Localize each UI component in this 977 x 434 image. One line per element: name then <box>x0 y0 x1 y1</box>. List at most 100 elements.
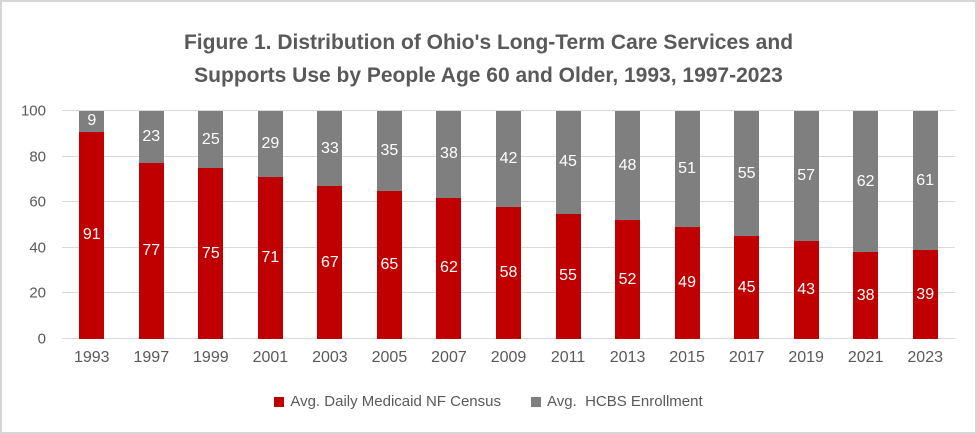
segment-avg-hcbs-enrollment-2005: 35 <box>376 111 402 191</box>
x-tick-label-2021: 2021 <box>847 349 884 366</box>
segment-avg-daily-medicaid-nf-census-2015: 49 <box>674 227 700 339</box>
data-label-avg-daily-medicaid-nf-census-2003: 67 <box>320 253 339 271</box>
y-tick-label-60: 60 <box>29 193 46 211</box>
x-axis: 1993 1997 1999 2001 2003 2005 2007 2009 2011 2013… <box>62 349 955 367</box>
data-label-avg-hcbs-enrollment-2015: 51 <box>678 160 696 178</box>
segment-avg-daily-medicaid-nf-census-2013: 52 <box>615 220 641 339</box>
segment-avg-daily-medicaid-nf-census-1997: 77 <box>138 163 164 339</box>
segment-avg-hcbs-enrollment-2015: 51 <box>674 111 700 228</box>
x-tick-label-1999: 1999 <box>193 349 229 366</box>
x-tick-label-2011: 2011 <box>550 349 586 366</box>
legend: Avg. Daily Medicaid NF Census Avg. HCBS E… <box>2 393 975 410</box>
gridline-100 <box>62 110 955 111</box>
stacked-bar-2023: 61 39 <box>912 111 938 339</box>
segment-avg-hcbs-enrollment-2007: 38 <box>436 111 462 198</box>
legend-item-avg-hcbs-enrollment: Avg. HCBS Enrollment <box>531 393 703 410</box>
bar-slot-2001: 29 71 <box>241 111 301 339</box>
bar-slot-2005: 35 65 <box>360 111 420 339</box>
data-label-avg-daily-medicaid-nf-census-2009: 58 <box>499 263 518 281</box>
chart-title-line1: Figure 1. Distribution of Ohio's Long-Te… <box>183 31 794 54</box>
data-label-avg-daily-medicaid-nf-census-2013: 52 <box>618 270 637 288</box>
data-label-avg-hcbs-enrollment-2023: 61 <box>916 171 935 189</box>
bar-slot-2009: 42 58 <box>479 111 539 339</box>
bar-slot-2019: 57 43 <box>776 111 836 339</box>
data-label-avg-daily-medicaid-nf-census-2015: 49 <box>678 274 696 292</box>
x-tick-label-1993: 1993 <box>73 349 110 366</box>
data-label-avg-daily-medicaid-nf-census-2023: 39 <box>916 285 935 303</box>
x-tick-label-1997: 1997 <box>133 349 170 366</box>
stacked-bar-2017: 55 45 <box>734 111 760 339</box>
data-label-avg-hcbs-enrollment-2013: 48 <box>618 156 637 174</box>
segment-avg-hcbs-enrollment-1993: 9 <box>79 111 105 132</box>
legend-item-avg-daily-medicaid-nf-census: Avg. Daily Medicaid NF Census <box>274 393 501 410</box>
data-label-avg-hcbs-enrollment-2017: 55 <box>737 164 756 182</box>
data-label-avg-daily-medicaid-nf-census-2017: 45 <box>737 278 756 296</box>
x-tick-label-2013: 2013 <box>609 349 646 366</box>
segment-avg-daily-medicaid-nf-census-2001: 71 <box>257 177 283 339</box>
data-label-avg-hcbs-enrollment-2009: 42 <box>499 149 518 167</box>
data-label-avg-hcbs-enrollment-2001: 29 <box>261 135 280 153</box>
data-label-avg-daily-medicaid-nf-census-2019: 43 <box>797 280 816 298</box>
segment-avg-hcbs-enrollment-2017: 55 <box>734 111 760 237</box>
data-label-avg-hcbs-enrollment-1997: 23 <box>142 128 161 146</box>
segment-avg-hcbs-enrollment-2009: 42 <box>495 111 521 207</box>
segment-avg-daily-medicaid-nf-census-2005: 65 <box>376 190 402 339</box>
segment-avg-hcbs-enrollment-2021: 62 <box>853 111 879 253</box>
stacked-bar-2007: 38 62 <box>436 111 462 339</box>
bar-slot-2003: 33 67 <box>300 111 360 339</box>
bars-container: 9 91 23 77 25 75 29 71 33 67 35 65 38 62 42 58 45 55 48 52 5… <box>62 111 955 339</box>
bar-slot-2007: 38 62 <box>419 111 479 339</box>
bar-slot-1993: 9 91 <box>62 111 122 339</box>
bar-slot-2011: 45 55 <box>538 111 598 339</box>
stacked-bar-2013: 48 52 <box>615 111 641 339</box>
segment-avg-daily-medicaid-nf-census-2011: 55 <box>555 213 581 339</box>
segment-avg-hcbs-enrollment-2011: 45 <box>555 111 581 214</box>
segment-avg-daily-medicaid-nf-census-1993: 91 <box>79 131 105 339</box>
stacked-bar-1997: 23 77 <box>138 111 164 339</box>
data-label-avg-daily-medicaid-nf-census-2001: 71 <box>261 249 280 267</box>
data-label-avg-daily-medicaid-nf-census-2011: 55 <box>559 267 577 285</box>
stacked-bar-2019: 57 43 <box>793 111 819 339</box>
segment-avg-hcbs-enrollment-2019: 57 <box>793 111 819 241</box>
segment-avg-daily-medicaid-nf-census-2017: 45 <box>734 236 760 339</box>
y-tick-label-40: 40 <box>29 239 46 257</box>
stacked-bar-2011: 45 55 <box>555 111 581 339</box>
data-label-avg-hcbs-enrollment-2011: 45 <box>559 153 577 171</box>
bar-slot-2013: 48 52 <box>598 111 658 339</box>
stacked-bar-2015: 51 49 <box>674 111 700 339</box>
segment-avg-daily-medicaid-nf-census-2021: 38 <box>853 252 879 339</box>
x-tick-label-2009: 2009 <box>490 349 527 366</box>
plot-area: 9 91 23 77 25 75 29 71 33 67 35 65 38 62 42 58 45 55 48 52 5… <box>62 110 955 339</box>
stacked-bar-2003: 33 67 <box>317 111 343 339</box>
y-tick-label-100: 100 <box>20 102 46 120</box>
data-label-avg-hcbs-enrollment-1993: 9 <box>87 112 97 130</box>
data-label-avg-hcbs-enrollment-1999: 25 <box>201 130 220 148</box>
x-tick-label-2015: 2015 <box>669 349 705 366</box>
bar-slot-1999: 25 75 <box>181 111 241 339</box>
stacked-bar-2021: 62 38 <box>853 111 879 339</box>
segment-avg-daily-medicaid-nf-census-2009: 58 <box>495 206 521 339</box>
bar-slot-2023: 61 39 <box>895 111 955 339</box>
bar-slot-1997: 23 77 <box>122 111 182 339</box>
legend-label: Avg. HCBS Enrollment <box>547 393 703 410</box>
data-label-avg-daily-medicaid-nf-census-1999: 75 <box>201 244 220 262</box>
x-tick-label-2003: 2003 <box>312 349 348 366</box>
segment-avg-daily-medicaid-nf-census-2003: 67 <box>317 186 343 339</box>
data-label-avg-hcbs-enrollment-2005: 35 <box>380 141 399 159</box>
x-tick-label-2005: 2005 <box>371 349 408 366</box>
data-label-avg-daily-medicaid-nf-census-1993: 91 <box>82 226 101 244</box>
legend-swatch-icon <box>531 396 541 407</box>
x-tick-label-2001: 2001 <box>252 349 289 366</box>
data-label-avg-hcbs-enrollment-2003: 33 <box>320 139 339 157</box>
stacked-bar-2009: 42 58 <box>495 111 521 339</box>
stacked-bar-2005: 35 65 <box>376 111 402 339</box>
y-axis: 0 20 40 60 80 100 <box>2 104 50 347</box>
segment-avg-hcbs-enrollment-2013: 48 <box>615 111 641 221</box>
data-label-avg-daily-medicaid-nf-census-1997: 77 <box>142 242 161 260</box>
stacked-bar-1993: 9 91 <box>79 111 105 339</box>
segment-avg-daily-medicaid-nf-census-2023: 39 <box>912 250 938 339</box>
data-label-avg-daily-medicaid-nf-census-2021: 38 <box>856 286 875 304</box>
data-label-avg-daily-medicaid-nf-census-2005: 65 <box>380 255 399 273</box>
segment-avg-daily-medicaid-nf-census-1999: 75 <box>198 168 224 339</box>
